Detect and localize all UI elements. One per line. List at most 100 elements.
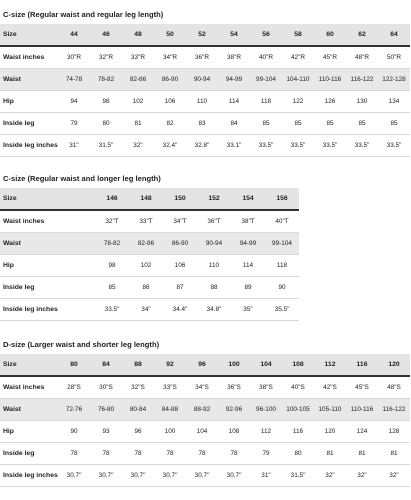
cell: 124 (346, 420, 378, 443)
cell: 90-94 (186, 68, 218, 91)
cell: 118 (250, 90, 282, 113)
cell: 34"S (186, 376, 218, 399)
cell: 32"S (122, 376, 154, 399)
data-row: Inside leg inches 33.5" 34" 34.4" 34.8" 35" 35… (0, 298, 299, 321)
cell: 98 (90, 90, 122, 113)
cell: 104 (186, 420, 218, 443)
row-label: Hip (0, 90, 58, 113)
cell: 81 (122, 112, 154, 135)
row-label: Size (0, 354, 58, 377)
cell: 100 (154, 420, 186, 443)
cell: 33.1" (218, 134, 250, 157)
size-header: 108 (282, 354, 314, 377)
cell: 34.8" (197, 298, 231, 321)
cell: 34"R (154, 46, 186, 69)
row-label: Hip (0, 420, 58, 443)
row-label: Inside leg inches (0, 298, 95, 321)
cell: 120 (314, 420, 346, 443)
cell: 80 (282, 442, 314, 465)
cell: 78 (218, 442, 250, 465)
cell: 32" (314, 464, 346, 487)
cell: 78-82 (90, 68, 122, 91)
size-header: 152 (197, 188, 231, 211)
cell: 116-122 (346, 68, 378, 91)
cell: 80-84 (122, 398, 154, 421)
cell: 83 (186, 112, 218, 135)
cell: 82-86 (122, 68, 154, 91)
cell: 30.7" (218, 464, 250, 487)
size-header: 62 (346, 24, 378, 47)
section-title: D-size (Larger waist and shorter leg len… (3, 340, 160, 349)
size-header: 156 (265, 188, 299, 211)
cell: 112 (250, 420, 282, 443)
cell: 84-88 (154, 398, 186, 421)
cell: 130 (346, 90, 378, 113)
cell: 116-122 (378, 398, 410, 421)
cell: 32"T (95, 210, 129, 233)
data-row: Waist inches 30"R 32"R 33"R 34"R 36"R 38"R 40"R… (0, 46, 410, 69)
data-row: Inside leg inches 30.7" 30.7" 30.7" 30.7" 30.… (0, 464, 410, 487)
data-row: Waist 78-82 82-86 86-90 90-94 94-99 99-104 (0, 232, 299, 255)
cell: 81 (314, 442, 346, 465)
row-label: Waist inches (0, 46, 58, 69)
cell: 96-100 (250, 398, 282, 421)
cell: 110 (186, 90, 218, 113)
row-label: Waist inches (0, 210, 95, 233)
cell: 31.5" (90, 134, 122, 157)
cell: 106 (154, 90, 186, 113)
size-header: 50 (154, 24, 186, 47)
cell: 110-116 (346, 398, 378, 421)
cell: 126 (314, 90, 346, 113)
cell: 114 (218, 90, 250, 113)
row-label: Size (0, 24, 58, 47)
cell: 78 (186, 442, 218, 465)
row-label: Inside leg (0, 112, 58, 135)
size-section: C-size (Regular waist and regular leg le… (0, 6, 410, 157)
cell: 42"R (282, 46, 314, 69)
size-header: 116 (346, 354, 378, 377)
cell: 102 (122, 90, 154, 113)
size-header: 64 (378, 24, 410, 47)
size-table: Size 146 148 150 152 154 156 Waist inches 32"T 33… (0, 188, 299, 321)
cell: 116 (282, 420, 314, 443)
cell: 92-96 (218, 398, 250, 421)
cell: 98 (95, 254, 129, 277)
cell: 82-86 (129, 232, 163, 255)
size-header: 52 (186, 24, 218, 47)
row-label: Waist (0, 398, 58, 421)
cell: 85 (282, 112, 314, 135)
cell: 110-116 (314, 68, 346, 91)
cell: 79 (58, 112, 90, 135)
cell: 30.7" (90, 464, 122, 487)
cell: 33.5" (346, 134, 378, 157)
cell: 99-104 (250, 68, 282, 91)
cell: 104-110 (282, 68, 314, 91)
cell: 36"R (186, 46, 218, 69)
row-label: Waist inches (0, 376, 58, 399)
cell: 108 (218, 420, 250, 443)
cell: 110 (197, 254, 231, 277)
cell: 84 (218, 112, 250, 135)
data-row: Inside leg inches 31" 31.5" 32" 32.4" 32.8" 33… (0, 134, 410, 157)
cell: 34"T (163, 210, 197, 233)
size-header: 60 (314, 24, 346, 47)
cell: 88 (197, 276, 231, 299)
cell: 94-99 (231, 232, 265, 255)
cell: 118 (265, 254, 299, 277)
cell: 94 (58, 90, 90, 113)
cell: 32" (346, 464, 378, 487)
size-section: D-size (Larger waist and shorter leg len… (0, 336, 410, 487)
cell: 85 (95, 276, 129, 299)
row-label: Inside leg inches (0, 134, 58, 157)
data-row: Hip 98 102 106 110 114 118 (0, 254, 299, 277)
size-header: 104 (250, 354, 282, 377)
cell: 81 (378, 442, 410, 465)
row-label: Waist (0, 68, 58, 91)
data-row: Waist 72-76 76-80 80-84 84-88 88-92 92-96 96-10… (0, 398, 410, 421)
cell: 100-105 (282, 398, 314, 421)
size-table: Size 80 84 88 92 96 100 104 108 112 116 120 Waist in… (0, 354, 410, 487)
cell: 128 (378, 420, 410, 443)
cell: 40"R (250, 46, 282, 69)
size-header: 46 (90, 24, 122, 47)
